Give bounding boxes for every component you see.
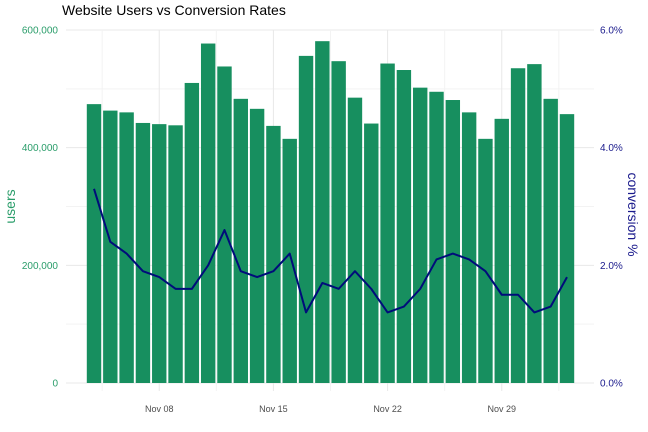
bar bbox=[543, 98, 558, 384]
bar bbox=[184, 82, 200, 383]
bar bbox=[217, 66, 232, 383]
conversion-line bbox=[93, 188, 568, 314]
bar bbox=[413, 87, 428, 383]
right-tick-label: 4.0% bbox=[600, 143, 623, 154]
bar bbox=[380, 63, 395, 383]
bar bbox=[135, 122, 151, 383]
x-tick-label: Nov 08 bbox=[145, 404, 174, 414]
x-axis-ticks: Nov 08 Nov 15 Nov 22 Nov 29 bbox=[145, 404, 516, 414]
bar bbox=[396, 70, 412, 384]
x-tick-label: Nov 15 bbox=[259, 404, 288, 414]
right-tick-label: 6.0% bbox=[600, 26, 623, 37]
bar bbox=[445, 100, 461, 384]
left-axis-ticks: 0 200,000 400,000 600,000 bbox=[22, 26, 59, 390]
bar bbox=[103, 110, 118, 383]
x-tick-label: Nov 29 bbox=[487, 404, 516, 414]
right-tick-label: 0.0% bbox=[600, 379, 623, 390]
bar bbox=[168, 125, 183, 383]
bar bbox=[429, 91, 444, 384]
bar bbox=[249, 108, 265, 383]
bar bbox=[494, 118, 509, 384]
right-tick-label: 2.0% bbox=[600, 261, 623, 272]
bar bbox=[559, 114, 575, 384]
bar bbox=[347, 97, 363, 384]
bar bbox=[152, 124, 167, 383]
bar bbox=[510, 68, 526, 383]
x-tick-label: Nov 22 bbox=[373, 404, 402, 414]
left-tick-label: 0 bbox=[52, 379, 58, 390]
bar bbox=[315, 41, 330, 383]
bar bbox=[200, 43, 216, 383]
bar bbox=[282, 138, 297, 383]
bar bbox=[119, 112, 134, 383]
left-tick-label: 400,000 bbox=[22, 143, 59, 154]
right-axis-ticks: 0.0% 2.0% 4.0% 6.0% bbox=[600, 26, 623, 390]
left-tick-label: 200,000 bbox=[22, 261, 59, 272]
bar bbox=[461, 112, 477, 383]
bar bbox=[331, 61, 346, 383]
bar bbox=[478, 138, 493, 383]
bar bbox=[266, 125, 281, 384]
left-tick-label: 600,000 bbox=[22, 26, 59, 37]
right-axis-title: conversion % bbox=[625, 172, 641, 256]
bar bbox=[86, 104, 102, 383]
bar bbox=[233, 98, 248, 384]
line-series bbox=[93, 188, 568, 314]
grid bbox=[66, 29, 594, 391]
bar bbox=[298, 55, 314, 384]
chart-title: Website Users vs Conversion Rates bbox=[62, 2, 286, 18]
left-axis-title: users bbox=[2, 189, 18, 223]
bar bbox=[364, 123, 379, 384]
bar bbox=[527, 64, 542, 383]
